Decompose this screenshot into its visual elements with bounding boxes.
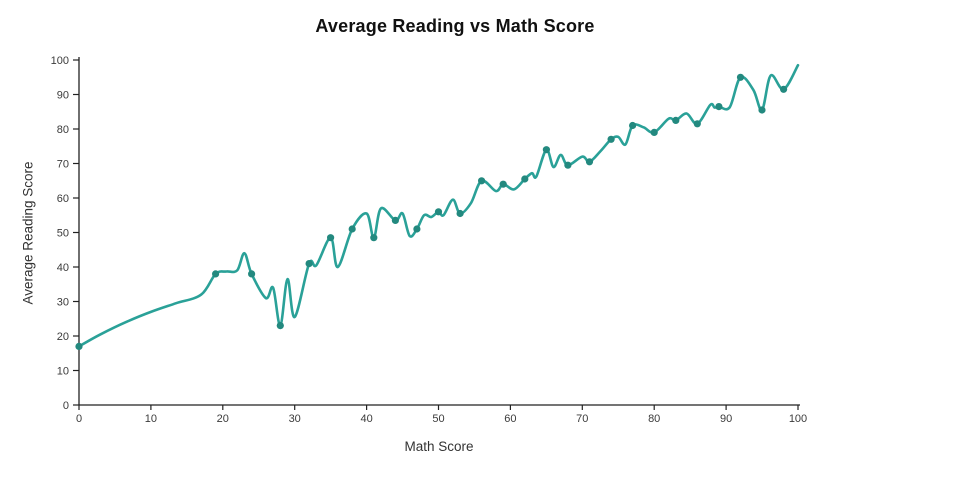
y-tick-label: 30 [57, 296, 69, 308]
x-tick-label: 70 [576, 413, 588, 425]
x-tick-label: 40 [360, 413, 372, 425]
data-point-marker[interactable] [758, 106, 766, 114]
x-tick-label: 80 [648, 413, 660, 425]
y-tick-label: 40 [57, 262, 69, 274]
x-axis-title: Math Score [404, 439, 474, 454]
data-point-marker[interactable] [212, 270, 220, 278]
x-tick-label: 0 [76, 413, 82, 425]
data-point-marker[interactable] [629, 121, 637, 130]
y-tick-label: 70 [57, 158, 69, 170]
y-tick-label: 0 [63, 400, 69, 412]
data-point-marker[interactable] [391, 216, 399, 224]
data-point-marker[interactable] [564, 161, 572, 169]
data-point-marker[interactable] [672, 116, 680, 124]
data-point-marker[interactable] [327, 234, 335, 242]
y-tick-label: 80 [57, 124, 69, 136]
data-point-marker[interactable] [521, 175, 529, 183]
data-point-marker[interactable] [370, 234, 378, 242]
data-point-marker[interactable] [736, 73, 745, 81]
x-tick-label: 30 [289, 413, 301, 425]
y-tick-label: 90 [57, 89, 69, 101]
data-point-marker[interactable] [650, 128, 658, 136]
chart-title: Average Reading vs Math Score [315, 16, 595, 36]
data-point-marker[interactable] [499, 180, 507, 188]
data-point-marker[interactable] [456, 209, 464, 218]
series-line [77, 63, 800, 348]
data-point-marker[interactable] [248, 270, 256, 278]
data-point-marker[interactable] [585, 158, 594, 166]
x-tick-label: 50 [432, 413, 444, 425]
x-tick-label: 60 [504, 413, 516, 425]
data-point-marker[interactable] [413, 225, 421, 233]
data-point-marker[interactable] [434, 208, 443, 216]
y-tick-label: 10 [57, 365, 69, 377]
x-tick-label: 90 [720, 413, 732, 425]
data-point-marker[interactable] [715, 103, 723, 111]
x-tick-label: 10 [145, 413, 157, 425]
y-tick-label: 20 [57, 331, 69, 343]
x-tick-label: 20 [217, 413, 229, 425]
data-point-marker[interactable] [75, 342, 83, 350]
y-tick-label: 60 [57, 193, 69, 205]
data-point-marker[interactable] [607, 135, 615, 143]
data-point-marker[interactable] [478, 177, 486, 185]
y-tick-label: 100 [51, 55, 69, 67]
data-point-marker[interactable] [276, 322, 284, 330]
data-point-marker[interactable] [693, 120, 701, 128]
data-point-marker[interactable] [780, 85, 788, 93]
data-point-marker[interactable] [305, 260, 313, 268]
data-point-marker[interactable] [348, 225, 356, 233]
x-tick-label: 100 [789, 413, 807, 425]
y-tick-label: 50 [57, 227, 69, 239]
data-point-marker[interactable] [542, 146, 551, 154]
